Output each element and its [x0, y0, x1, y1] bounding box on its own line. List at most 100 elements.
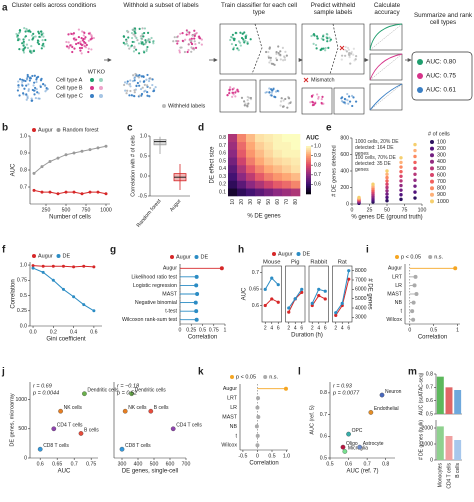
heat-cell	[291, 141, 301, 150]
panel-title: Rat	[338, 260, 347, 266]
heat-cell	[264, 141, 274, 150]
step-title: Withhold a subset of labels	[123, 2, 199, 9]
cell-dot	[17, 32, 21, 35]
point	[56, 156, 60, 160]
cell-dot	[245, 34, 248, 37]
cell-dot	[326, 33, 329, 36]
cell-dot	[33, 93, 36, 96]
cell-dot	[289, 101, 292, 104]
cell-dot	[316, 93, 319, 96]
x-tick-label: 0.6	[37, 461, 44, 467]
cell-dot	[25, 78, 29, 81]
y-axis-label: AUC	[242, 287, 248, 300]
cell-dot	[279, 100, 283, 103]
cell-dot	[284, 50, 287, 53]
heat-cell	[228, 141, 238, 150]
cell-dot	[20, 83, 24, 86]
cell-dot	[315, 35, 319, 38]
heat-cell	[246, 188, 256, 197]
legend-label: 200	[437, 146, 446, 152]
y-tick-label: 0	[430, 457, 433, 463]
cell-dot	[137, 76, 140, 79]
y-tick-label: 0.5	[20, 293, 27, 299]
annotation: 1000 cells, 20% DE detected: 164 DE gene…	[355, 139, 399, 157]
legend-marker	[430, 173, 434, 177]
cell-dot	[65, 45, 68, 48]
x-tick-label: 0.7	[71, 461, 78, 467]
point	[453, 266, 458, 271]
cell-dot	[142, 80, 145, 83]
cell-dot	[140, 37, 143, 40]
cell-dot	[344, 49, 347, 52]
point	[96, 190, 100, 194]
cell-dot	[173, 36, 176, 39]
cell-dot	[234, 95, 237, 98]
cell-dot	[70, 32, 73, 36]
cell-dot	[194, 46, 198, 49]
x-tick-label: Random forest	[136, 198, 163, 229]
cell-dot	[326, 36, 329, 39]
cell-dot	[36, 91, 39, 94]
cell-dot	[146, 73, 149, 77]
cell-dot	[26, 96, 29, 100]
y-tick-label: 0.6	[426, 398, 433, 404]
cell-dot	[146, 39, 150, 42]
cell-dot	[140, 75, 143, 78]
cell-dot	[276, 89, 279, 92]
point	[413, 160, 417, 165]
cell-dot	[146, 45, 149, 49]
point	[194, 274, 199, 279]
cell-dot	[65, 40, 68, 44]
cell-dot	[141, 37, 144, 41]
point-label: Endothelial	[374, 406, 399, 412]
cell-dot	[229, 38, 232, 42]
colorbar-step	[306, 154, 311, 157]
cell-dot	[35, 80, 38, 84]
point	[37, 446, 43, 452]
heat-cell	[273, 180, 283, 189]
cell-dot	[42, 35, 45, 38]
cell-dot	[187, 48, 190, 52]
y2-tick-label: 8000	[355, 268, 367, 274]
roc-curve	[369, 23, 403, 51]
cell-dot	[328, 36, 331, 39]
heat-cell	[291, 172, 301, 181]
legend-label: DE	[201, 254, 209, 260]
x-tick-label: 100	[418, 207, 427, 213]
cell-dot	[83, 40, 86, 43]
x-tick-label: 500	[150, 461, 159, 467]
legend-dot	[99, 86, 103, 90]
cell-dot	[40, 47, 43, 50]
panel-frame	[261, 265, 282, 323]
point	[276, 300, 280, 304]
cell-dot	[90, 34, 93, 37]
cell-dot	[249, 96, 253, 100]
point	[317, 294, 321, 298]
point	[61, 264, 65, 268]
colorbar-step	[306, 146, 311, 149]
heat-cell	[282, 188, 292, 197]
cell-dot	[22, 44, 25, 47]
y-tick-label: 0.6	[320, 434, 327, 440]
cell-dot	[177, 40, 180, 43]
legend-label: 600	[437, 172, 446, 178]
point	[255, 433, 260, 438]
cell-dot	[270, 91, 273, 94]
legend-marker	[32, 254, 36, 258]
heat-cell	[273, 188, 283, 197]
point	[51, 264, 55, 268]
point	[340, 444, 346, 450]
cell-dot	[234, 31, 238, 34]
cell-dot	[342, 101, 345, 104]
heat-cell	[228, 149, 238, 158]
y-tick-label: 0.7	[252, 270, 259, 276]
x-tick-label: 2	[334, 325, 337, 331]
panel-label: b	[2, 123, 8, 134]
mini-panel	[259, 79, 297, 113]
cell-dot	[231, 88, 234, 91]
cell-dot	[42, 83, 45, 86]
point	[347, 277, 351, 281]
cell-dot	[344, 98, 347, 101]
step-title: Summarize and rank cell types	[413, 12, 473, 27]
cell-dot	[83, 37, 87, 40]
